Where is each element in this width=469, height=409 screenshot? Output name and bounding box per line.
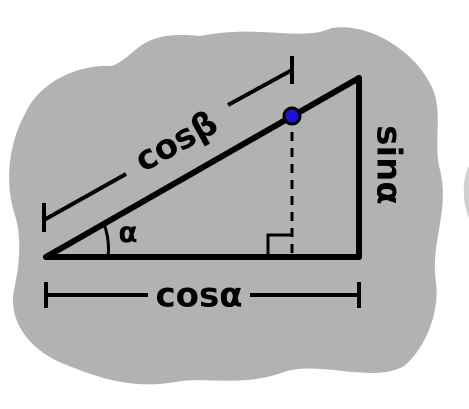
cos-beta-dimension bbox=[42, 56, 294, 232]
cos-alpha-label: cosα bbox=[155, 276, 242, 316]
sin-alpha-label: sinα bbox=[369, 125, 409, 204]
angle-arc bbox=[102, 223, 110, 258]
edge-sliver bbox=[463, 166, 469, 218]
right-angle-marker-icon bbox=[266, 233, 291, 257]
blue-dot-icon bbox=[282, 106, 302, 126]
hypotenuse bbox=[43, 75, 362, 260]
cos-alpha-dimension bbox=[44, 282, 361, 308]
right-triangle bbox=[43, 75, 362, 260]
background-blob bbox=[9, 27, 443, 385]
alpha-label: α bbox=[118, 216, 137, 249]
